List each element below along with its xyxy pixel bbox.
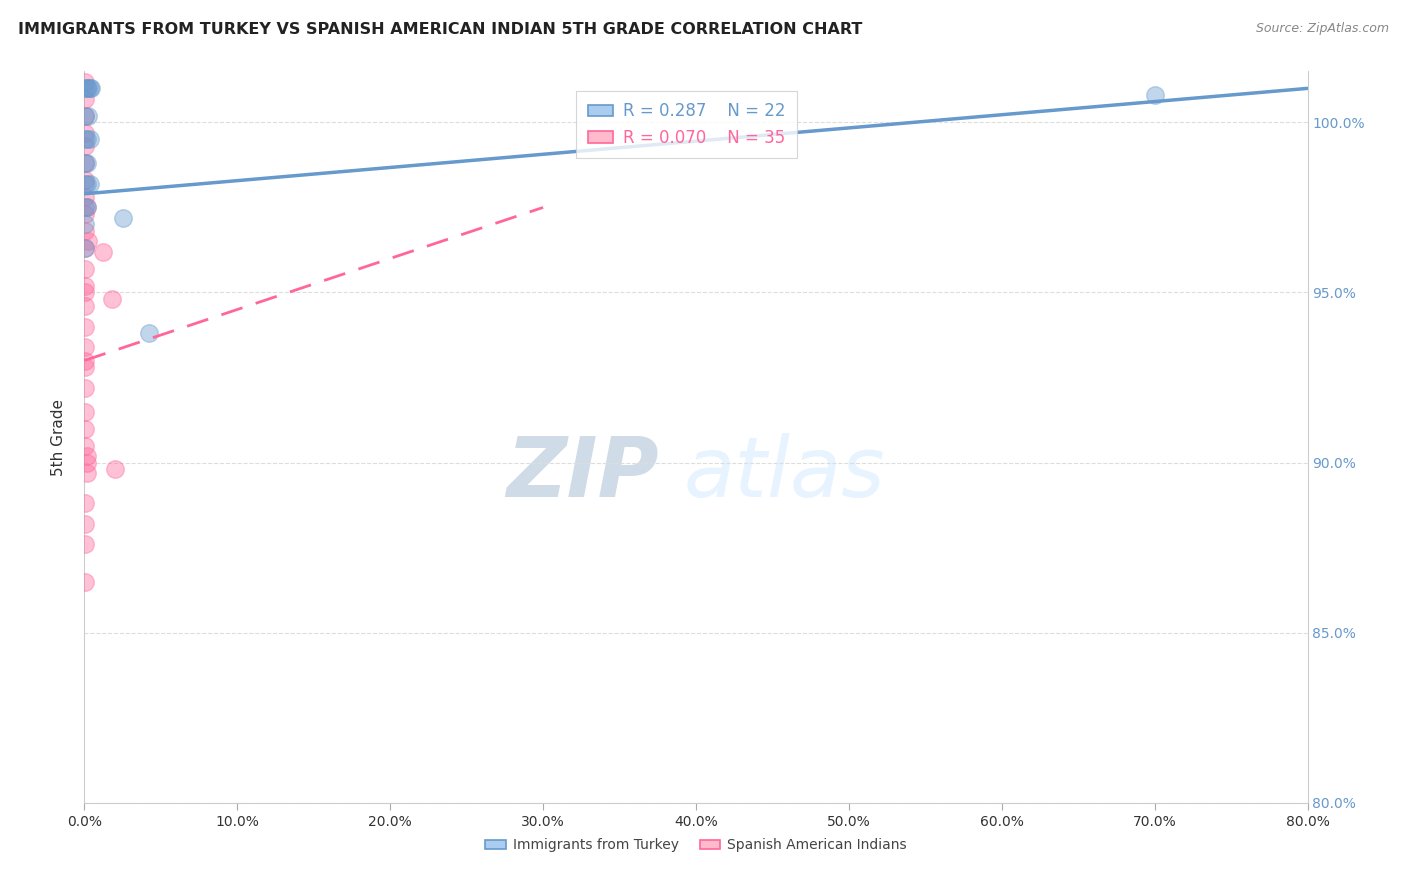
Point bbox=[75, 92, 97, 106]
Point bbox=[75, 156, 97, 170]
Point bbox=[75, 516, 97, 531]
Point bbox=[75, 261, 97, 276]
Point bbox=[75, 381, 97, 395]
Point bbox=[76, 466, 98, 480]
Point bbox=[75, 537, 97, 551]
Point bbox=[76, 456, 98, 470]
Point bbox=[138, 326, 160, 341]
Legend: Immigrants from Turkey, Spanish American Indians: Immigrants from Turkey, Spanish American… bbox=[479, 833, 912, 858]
Point bbox=[76, 449, 98, 463]
Point bbox=[75, 421, 97, 435]
Point bbox=[77, 235, 100, 249]
Text: IMMIGRANTS FROM TURKEY VS SPANISH AMERICAN INDIAN 5TH GRADE CORRELATION CHART: IMMIGRANTS FROM TURKEY VS SPANISH AMERIC… bbox=[18, 22, 863, 37]
Point bbox=[80, 81, 103, 95]
Point bbox=[75, 439, 97, 453]
Point bbox=[77, 109, 100, 123]
Point bbox=[75, 496, 97, 510]
Point bbox=[76, 201, 98, 215]
Point bbox=[75, 126, 97, 140]
Point bbox=[79, 81, 101, 95]
Point bbox=[75, 139, 97, 153]
Point bbox=[76, 156, 98, 170]
Point bbox=[75, 360, 97, 375]
Point bbox=[75, 109, 97, 123]
Point bbox=[75, 224, 97, 238]
Point bbox=[75, 340, 97, 354]
Point bbox=[75, 74, 97, 88]
Point bbox=[91, 244, 114, 259]
Point bbox=[75, 241, 97, 255]
Point bbox=[79, 177, 101, 191]
Text: ZIP: ZIP bbox=[506, 434, 659, 514]
Point bbox=[75, 241, 97, 255]
Y-axis label: 5th Grade: 5th Grade bbox=[51, 399, 66, 475]
Text: Source: ZipAtlas.com: Source: ZipAtlas.com bbox=[1256, 22, 1389, 36]
Point bbox=[75, 574, 97, 589]
Point bbox=[75, 177, 97, 191]
Point bbox=[104, 462, 127, 476]
Point bbox=[75, 319, 97, 334]
Point bbox=[75, 109, 97, 123]
Point bbox=[101, 293, 124, 307]
Point bbox=[75, 285, 97, 300]
Point bbox=[76, 177, 98, 191]
Text: atlas: atlas bbox=[683, 434, 886, 514]
Point bbox=[75, 299, 97, 313]
Point bbox=[75, 278, 97, 293]
Point bbox=[79, 132, 101, 146]
Point bbox=[75, 81, 97, 95]
Point bbox=[77, 81, 100, 95]
Point bbox=[75, 132, 97, 146]
Point bbox=[76, 81, 98, 95]
Point bbox=[75, 201, 97, 215]
Point bbox=[75, 218, 97, 232]
Point bbox=[75, 353, 97, 368]
Point bbox=[75, 156, 97, 170]
Point bbox=[111, 211, 134, 225]
Point bbox=[1143, 88, 1166, 103]
Point bbox=[75, 404, 97, 418]
Point bbox=[76, 201, 98, 215]
Point bbox=[76, 132, 98, 146]
Point bbox=[75, 173, 97, 187]
Point bbox=[75, 207, 97, 221]
Point bbox=[75, 190, 97, 204]
